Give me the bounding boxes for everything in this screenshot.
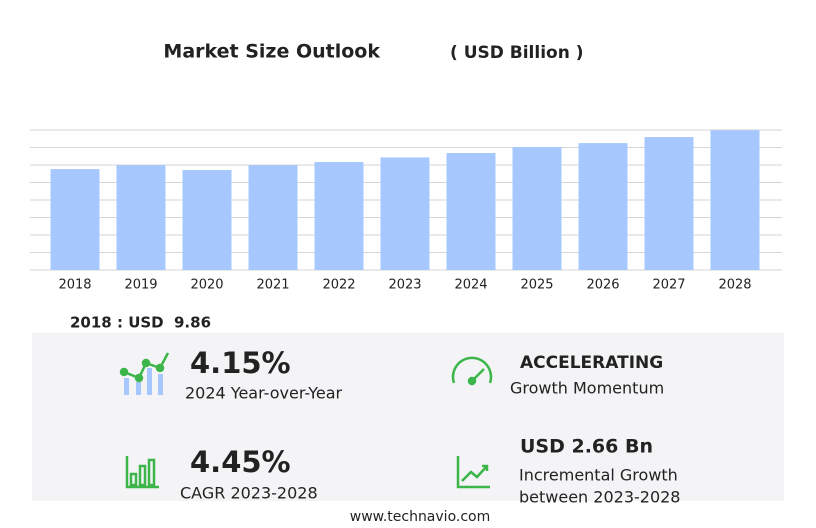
bar (182, 170, 232, 270)
bar (380, 157, 430, 270)
stat-label: Incremental Growth (519, 466, 678, 485)
x-tick-label: 2026 (586, 278, 619, 293)
stat-value: ACCELERATING (520, 353, 663, 373)
x-tick-label: 2020 (190, 278, 223, 293)
bar (116, 165, 166, 270)
x-tick-label: 2028 (718, 278, 751, 293)
stat-label: Growth Momentum (510, 379, 664, 398)
x-tick-label: 2018 (58, 278, 91, 293)
stats-panel (32, 333, 784, 501)
stat-label: CAGR 2023-2028 (180, 484, 318, 503)
x-tick-label: 2024 (454, 278, 487, 293)
x-tick-label: 2025 (520, 278, 553, 293)
x-tick-label: 2027 (652, 278, 685, 293)
icons (119, 352, 493, 489)
chart-unit: ( USD Billion ) (450, 43, 584, 63)
highlight-label: 2018 : USD (70, 314, 164, 332)
x-tick-label: 2021 (256, 278, 289, 293)
stat-value: 4.45% (190, 445, 291, 479)
bar (512, 147, 562, 270)
bar (644, 137, 694, 270)
x-tick-label: 2019 (124, 278, 157, 293)
stat-label: 2024 Year-over-Year (185, 384, 343, 403)
stat-label: between 2023-2028 (519, 488, 680, 507)
bar (248, 165, 298, 270)
footer: www.technavio.com (350, 509, 491, 525)
x-tick-label: 2022 (322, 278, 355, 293)
chart-title: Market Size Outlook (163, 41, 380, 63)
bar (50, 169, 100, 270)
bar (710, 130, 760, 270)
bar (578, 143, 628, 270)
bar (446, 153, 496, 270)
bar (314, 162, 364, 270)
x-tick-label: 2023 (388, 278, 421, 293)
stat-value: USD 2.66 Bn (520, 436, 653, 458)
stat-value: 4.15% (190, 346, 291, 380)
highlight-value: 9.86 (174, 314, 211, 332)
